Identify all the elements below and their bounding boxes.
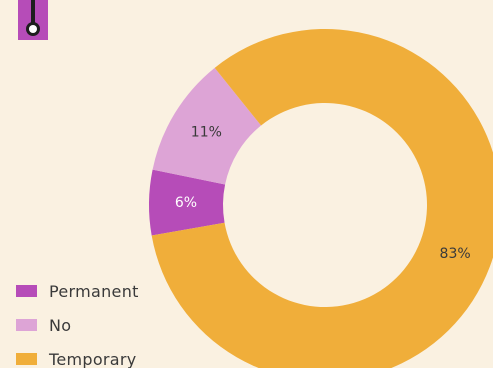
legend-item-no: No — [16, 308, 139, 342]
legend-swatch-permanent — [16, 285, 37, 297]
legend-item-temporary: Temporary — [16, 342, 139, 368]
donut-slice-permanent — [149, 169, 226, 236]
legend-swatch-temporary — [16, 353, 37, 365]
data-label-no: 11% — [191, 125, 222, 141]
legend-label-permanent: Permanent — [49, 281, 139, 301]
legend-swatch-no — [16, 319, 37, 331]
legend-label-no: No — [49, 315, 72, 335]
data-label-temporary: 83% — [440, 246, 471, 262]
legend: Permanent No Temporary — [16, 274, 139, 368]
data-label-permanent: 6% — [175, 195, 197, 211]
legend-label-temporary: Temporary — [49, 349, 137, 368]
donut-slice-temporary — [151, 29, 493, 368]
donut-slice-no — [152, 67, 262, 185]
thermometer-icon — [18, 0, 48, 40]
legend-item-permanent: Permanent — [16, 274, 139, 308]
